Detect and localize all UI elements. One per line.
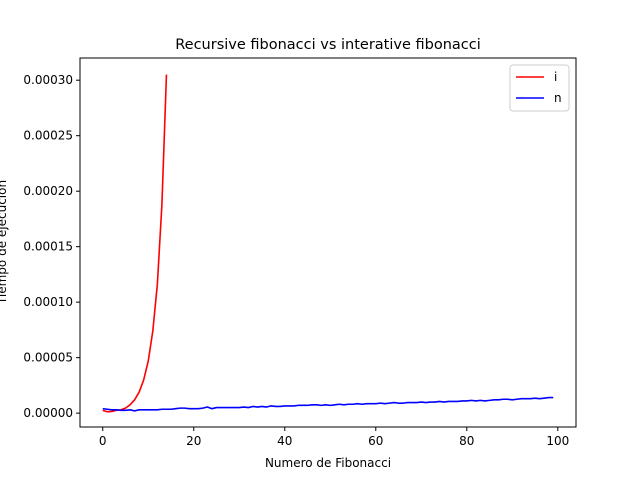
x-tick-label: 0 <box>99 434 107 448</box>
plot-frame <box>79 57 577 428</box>
legend: in <box>509 64 570 112</box>
series-line-i <box>102 74 168 413</box>
legend-label-n: n <box>554 91 562 105</box>
y-tick-label: 0.00010 <box>23 295 73 309</box>
x-tick-label: 60 <box>368 434 383 448</box>
chart-title: Recursive fibonacci vs interative fibona… <box>175 37 481 53</box>
series-line-n <box>102 396 554 412</box>
x-tick-label: 80 <box>459 434 474 448</box>
y-tick-label: 0.00025 <box>23 129 73 143</box>
x-tick-label: 100 <box>546 434 569 448</box>
y-tick-label: 0.00020 <box>23 184 73 198</box>
y-tick-label: 0.00005 <box>23 351 73 365</box>
x-tick-label: 40 <box>277 434 292 448</box>
y-axis: 0.00000 0.00005 0.00010 0.00015 0.00020 0.000… <box>23 73 80 420</box>
x-axis: 0 20 40 60 80 100 <box>99 427 569 448</box>
y-tick-label: 0.00015 <box>23 240 73 254</box>
y-tick-label: 0.00030 <box>23 73 73 87</box>
legend-label-i: i <box>554 70 557 84</box>
series-layer <box>102 74 554 413</box>
x-axis-label: Numero de Fibonacci <box>265 456 391 470</box>
y-tick-label: 0.00000 <box>23 406 73 420</box>
y-axis-label: Tiempo de ejecución <box>0 180 9 305</box>
x-tick-label: 20 <box>186 434 201 448</box>
